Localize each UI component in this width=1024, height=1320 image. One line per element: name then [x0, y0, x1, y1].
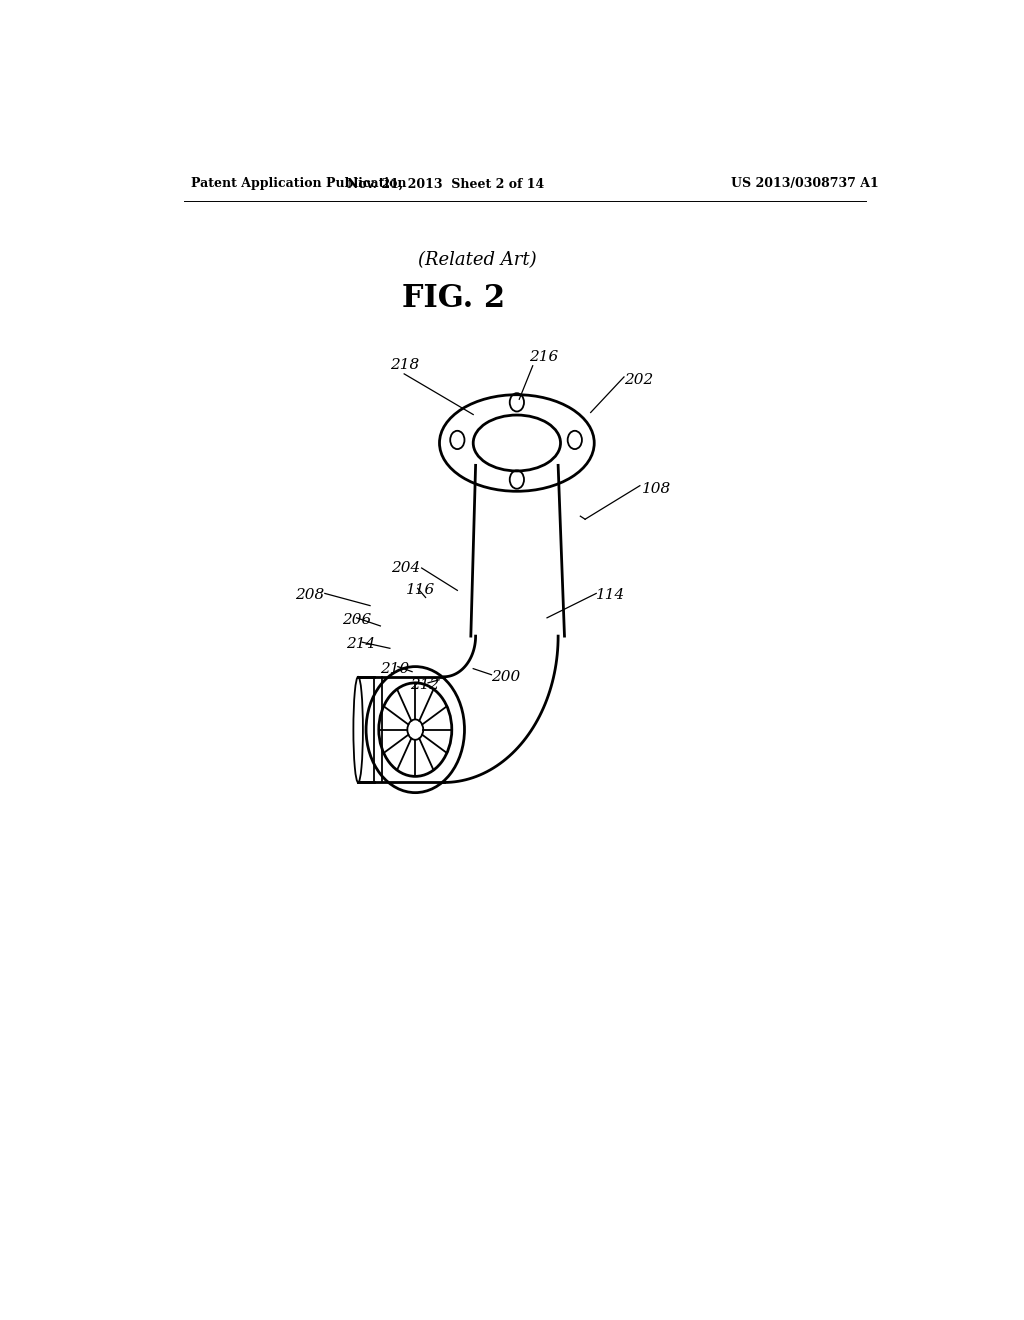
Text: (Related Art): (Related Art) [418, 251, 537, 269]
Text: 116: 116 [406, 583, 435, 598]
Text: 206: 206 [342, 612, 372, 627]
Text: 114: 114 [596, 589, 626, 602]
Text: 204: 204 [391, 561, 420, 576]
Text: FIG. 2: FIG. 2 [401, 284, 505, 314]
Text: Patent Application Publication: Patent Application Publication [191, 177, 407, 190]
Text: 202: 202 [624, 374, 653, 387]
Text: 214: 214 [346, 638, 376, 651]
Text: 108: 108 [642, 482, 672, 496]
Text: US 2013/0308737 A1: US 2013/0308737 A1 [731, 177, 879, 190]
Text: 210: 210 [380, 661, 410, 676]
Text: 200: 200 [492, 669, 521, 684]
Text: 208: 208 [295, 589, 324, 602]
Text: 212: 212 [411, 678, 439, 692]
Text: Nov. 21, 2013  Sheet 2 of 14: Nov. 21, 2013 Sheet 2 of 14 [347, 177, 544, 190]
Text: 218: 218 [390, 358, 419, 372]
Text: 216: 216 [528, 350, 558, 364]
